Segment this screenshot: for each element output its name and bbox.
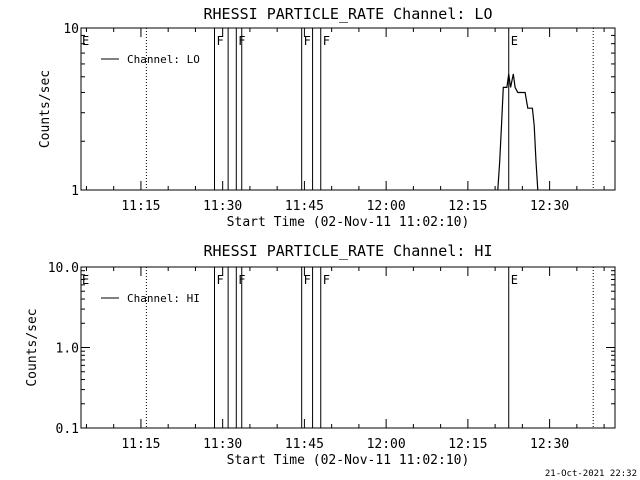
chart-title: RHESSI PARTICLE_RATE Channel: LO <box>204 5 493 23</box>
x-tick-label: 11:45 <box>285 199 324 214</box>
edge-flag-label: E <box>82 34 89 48</box>
x-tick-label: 12:00 <box>367 199 406 214</box>
y-tick-label: 10.0 <box>48 261 79 276</box>
x-axis-label: Start Time (02-Nov-11 11:02:10) <box>227 215 470 230</box>
flag-label: F <box>304 273 311 287</box>
x-tick-label: 11:30 <box>203 199 242 214</box>
x-tick-label: 11:15 <box>121 199 160 214</box>
footer-timestamp: 21-Oct-2021 22:32 <box>545 469 637 479</box>
edge-flag-label: E <box>82 273 89 287</box>
x-tick-label: 12:00 <box>367 437 406 452</box>
x-tick-label: 11:15 <box>121 437 160 452</box>
x-tick-label: 12:15 <box>448 199 487 214</box>
legend-entry: Channel: HI <box>127 292 200 305</box>
y-axis-label: Counts/sec <box>38 70 53 148</box>
x-tick-label: 12:30 <box>530 437 569 452</box>
flag-label: F <box>323 273 330 287</box>
y-axis-label: Counts/sec <box>25 308 40 386</box>
legend-entry: Channel: LO <box>127 53 200 66</box>
x-tick-label: 12:15 <box>448 437 487 452</box>
x-tick-label: 11:30 <box>203 437 242 452</box>
x-axis-label: Start Time (02-Nov-11 11:02:10) <box>227 453 470 468</box>
series-line <box>497 73 539 190</box>
flag-label: F <box>304 34 311 48</box>
y-tick-label: 1 <box>71 184 79 199</box>
chart-panel-0: RHESSI PARTICLE_RATE Channel: LO Counts/s… <box>38 5 616 230</box>
flag-label: F <box>323 34 330 48</box>
flag-label: E <box>511 273 518 287</box>
plot-frame <box>80 27 616 191</box>
x-tick-label: 11:45 <box>285 437 324 452</box>
chart-title: RHESSI PARTICLE_RATE Channel: HI <box>204 242 493 260</box>
y-tick-label: 0.1 <box>56 422 79 437</box>
y-tick-label: 1.0 <box>56 342 79 357</box>
chart-panel-1: RHESSI PARTICLE_RATE Channel: HI Counts/s… <box>25 242 616 468</box>
y-tick-label: 10 <box>63 22 79 37</box>
x-tick-label: 12:30 <box>530 199 569 214</box>
flag-label: F <box>217 273 224 287</box>
flag-label: F <box>217 34 224 48</box>
flag-label: E <box>511 34 518 48</box>
